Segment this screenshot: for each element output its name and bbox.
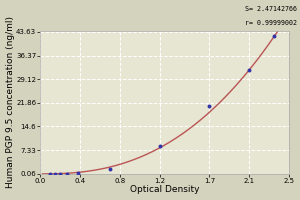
- Text: r= 0.99999002: r= 0.99999002: [245, 20, 297, 26]
- Point: [48, 172, 53, 175]
- Text: S= 2.47142766: S= 2.47142766: [245, 6, 297, 12]
- X-axis label: Optical Density: Optical Density: [130, 185, 200, 194]
- Point: [272, 34, 276, 37]
- Y-axis label: Human PGP 9.5 concentration (ng/ml): Human PGP 9.5 concentration (ng/ml): [6, 16, 15, 188]
- Point: [157, 145, 162, 148]
- Point: [247, 68, 252, 71]
- Point: [65, 172, 70, 175]
- Point: [53, 172, 58, 175]
- Point: [58, 172, 63, 175]
- Point: [108, 167, 112, 171]
- Point: [76, 171, 80, 175]
- Point: [207, 104, 212, 107]
